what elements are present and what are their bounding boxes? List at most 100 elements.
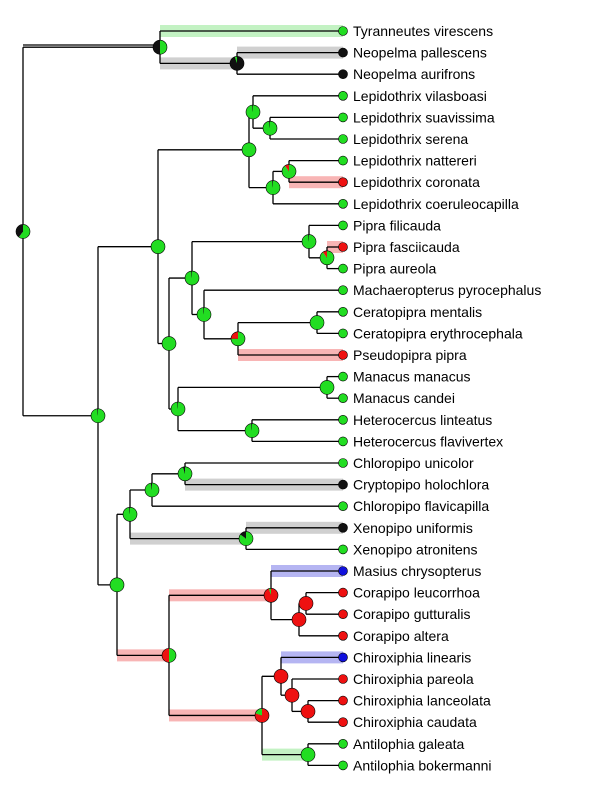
taxon-label: Xenopipo uniformis — [353, 520, 473, 536]
node-pie-n_lep2b — [281, 164, 297, 179]
taxon-label: Chiroxiphia lanceolata — [353, 693, 491, 709]
node-pie-n_lower — [109, 577, 125, 593]
tip-state-marker — [338, 609, 348, 620]
node-pie-n_pip_a — [184, 270, 200, 286]
taxon-label: Lepidothrix coronata — [353, 174, 480, 190]
node-pie-n_cer — [309, 315, 325, 330]
taxon-label: Lepidothrix suavissima — [353, 109, 495, 125]
node-pie-n_chir3 — [300, 704, 316, 719]
taxon-label: Chiroxiphia linearis — [353, 649, 471, 665]
taxon-label: Xenopipo atronitens — [353, 541, 478, 557]
node-pie-n_xen — [238, 531, 254, 546]
taxon-label: Corapipo leucorrhoa — [353, 585, 480, 601]
node-pie-n_core — [90, 408, 106, 424]
tip-state-marker — [338, 695, 348, 706]
taxon-label: Chiroxiphia pareola — [353, 671, 474, 687]
tip-state-marker — [338, 738, 348, 749]
taxon-label: Lepidothrix serena — [353, 131, 468, 147]
tip-state-marker — [338, 263, 348, 274]
tip-state-marker — [338, 91, 348, 101]
node-pie-n_xen_grp — [122, 506, 138, 522]
tip-state-marker — [338, 501, 348, 512]
tip-state-marker — [338, 717, 348, 728]
tip-state-marker — [338, 566, 348, 576]
tip-state-marker — [338, 436, 348, 447]
taxon-label: Ceratopipra mentalis — [353, 304, 482, 320]
node-pie-n_cor2 — [298, 596, 314, 611]
tip-state-marker — [338, 328, 348, 339]
node-pie-n_chir_ant — [254, 708, 270, 723]
node-pie-n_chir — [273, 668, 289, 684]
tip-state-marker — [338, 112, 348, 123]
node-pie-n_pipra2 — [319, 250, 335, 266]
node-pie-n_upper — [150, 239, 166, 254]
taxon-label: Heterocercus linteatus — [353, 412, 492, 428]
taxon-label: Masius chrysopterus — [353, 563, 481, 579]
tip-state-marker — [338, 393, 348, 404]
tip-state-marker — [338, 652, 348, 663]
tip-state-marker — [338, 69, 348, 79]
taxon-labels: Tyranneutes virescens Neopelma pallescens… — [353, 23, 541, 773]
tip-state-marker — [338, 199, 348, 209]
taxon-label: Machaeropterus pyrocephalus — [353, 282, 541, 298]
taxon-label: Ceratopipra erythrocephala — [353, 325, 523, 341]
taxon-label: Lepidothrix coeruleocapilla — [353, 196, 519, 212]
node-pie-root — [15, 224, 31, 239]
node-pie-n_mach — [196, 307, 212, 322]
tip-state-marker — [338, 630, 348, 641]
node-pie-n_lep2 — [265, 180, 281, 195]
taxon-label: Pipra filicauda — [353, 217, 441, 233]
taxon-label: Manacus manacus — [353, 369, 471, 385]
tip-state-marker — [338, 26, 348, 36]
tip-state-marker — [338, 522, 348, 533]
taxon-label: Pipra fasciicauda — [353, 239, 460, 255]
taxon-label: Chloropipo flavicapilla — [353, 498, 489, 514]
node-pie-n_tyr_neo — [152, 39, 168, 55]
node-pie-n_man — [319, 380, 335, 395]
tip-state-marker — [338, 285, 348, 296]
taxon-label: Tyranneutes virescens — [353, 23, 493, 39]
taxon-label: Cryptopipo holochlora — [353, 477, 489, 493]
node-pie-n_lep1b — [262, 120, 278, 136]
tip-state-marker — [338, 674, 348, 684]
node-pie-n_lep — [241, 142, 257, 158]
tip-state-marker — [338, 220, 348, 231]
ancestral-state-pies — [15, 39, 335, 762]
taxon-label: Manacus candei — [353, 390, 455, 406]
node-pie-n_pipra — [301, 234, 317, 249]
tip-state-marker — [338, 587, 348, 598]
node-pie-n_mas_cor — [263, 587, 279, 603]
tip-state-marker — [338, 350, 348, 360]
node-pie-n_chl — [144, 482, 160, 498]
tip-state-marker — [338, 306, 348, 317]
node-pie-n_pip_big — [161, 336, 177, 351]
node-pie-n_cer_ps — [230, 331, 246, 347]
tree-branches — [22, 25, 343, 767]
node-pie-n_lep1 — [245, 104, 261, 120]
tip-state-marker — [338, 155, 348, 166]
tip-state-marker — [338, 177, 348, 187]
taxon-label: Corapipo gutturalis — [353, 606, 471, 622]
taxon-label: Corapipo altera — [353, 628, 449, 644]
taxon-label: Lepidothrix vilasboasi — [353, 88, 487, 104]
taxon-label: Pipra aureola — [353, 261, 436, 277]
taxon-label: Chiroxiphia caudata — [353, 714, 477, 730]
tip-markers — [338, 26, 348, 771]
node-pie-n_het — [244, 423, 260, 438]
tip-state-marker — [338, 371, 348, 382]
tip-state-marker — [338, 544, 348, 555]
tip-state-marker — [338, 458, 348, 468]
taxon-label: Neopelma pallescens — [353, 45, 487, 61]
taxon-label: Neopelma aurifrons — [353, 66, 475, 82]
tip-state-marker — [338, 479, 348, 490]
tip-state-marker — [338, 414, 348, 425]
taxon-label: Antilophia galeata — [353, 736, 465, 752]
tip-state-marker — [338, 760, 348, 771]
taxon-label: Antilophia bokermanni — [353, 757, 492, 773]
taxon-label: Lepidothrix nattereri — [353, 153, 477, 169]
taxon-label: Heterocercus flavivertex — [353, 433, 503, 449]
tip-state-marker — [338, 134, 348, 144]
node-pie-n_man_het — [170, 401, 186, 417]
node-pie-n_neo — [229, 56, 245, 71]
